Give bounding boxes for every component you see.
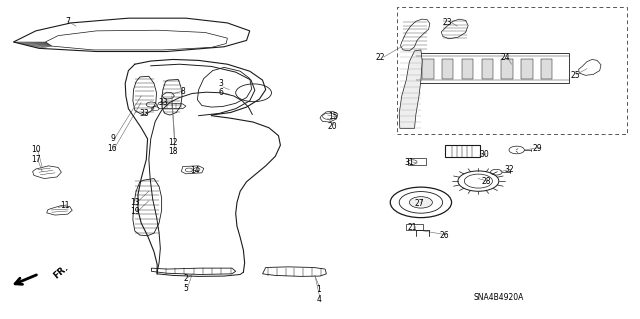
Text: 33: 33: [159, 98, 168, 107]
Text: 12: 12: [168, 137, 178, 146]
Bar: [442, 59, 454, 78]
Bar: [481, 59, 493, 78]
Text: 30: 30: [480, 150, 490, 159]
Text: 22: 22: [376, 53, 385, 62]
Text: 11: 11: [60, 201, 69, 210]
Text: 5: 5: [184, 284, 188, 293]
Bar: [422, 59, 434, 78]
Text: 23: 23: [443, 19, 452, 27]
Text: 16: 16: [108, 144, 117, 153]
Text: 15: 15: [328, 112, 337, 121]
Text: 32: 32: [504, 166, 514, 174]
Text: 21: 21: [408, 223, 417, 232]
Bar: [521, 59, 532, 78]
Bar: [501, 59, 513, 78]
Text: 10: 10: [31, 145, 40, 154]
Circle shape: [410, 197, 433, 208]
Text: 27: 27: [414, 199, 424, 208]
Text: 17: 17: [31, 155, 40, 164]
Text: 25: 25: [571, 71, 580, 80]
Text: 18: 18: [168, 147, 178, 156]
Text: SNA4B4920A: SNA4B4920A: [474, 293, 524, 302]
Bar: [541, 59, 552, 78]
Text: 8: 8: [180, 87, 185, 96]
Text: 29: 29: [532, 144, 542, 153]
Bar: [406, 224, 424, 230]
Text: 24: 24: [500, 53, 510, 62]
Text: 33: 33: [140, 109, 149, 118]
Text: 19: 19: [130, 207, 140, 216]
Text: 26: 26: [440, 231, 449, 240]
Text: 28: 28: [481, 177, 491, 186]
Text: 1: 1: [316, 285, 321, 294]
Text: 13: 13: [130, 198, 140, 207]
Text: 20: 20: [328, 122, 337, 131]
Text: 14: 14: [191, 166, 200, 175]
Bar: [408, 158, 426, 165]
Polygon shape: [399, 50, 422, 128]
Bar: [462, 59, 473, 78]
Text: 6: 6: [219, 88, 223, 97]
Text: 31: 31: [404, 158, 414, 167]
Bar: [445, 145, 479, 157]
Text: 7: 7: [65, 17, 70, 26]
Bar: [416, 53, 569, 83]
Text: 4: 4: [316, 295, 321, 304]
Text: FR.: FR.: [52, 263, 70, 280]
Text: 3: 3: [219, 79, 223, 88]
Text: 9: 9: [110, 134, 115, 143]
Text: 2: 2: [184, 274, 188, 283]
